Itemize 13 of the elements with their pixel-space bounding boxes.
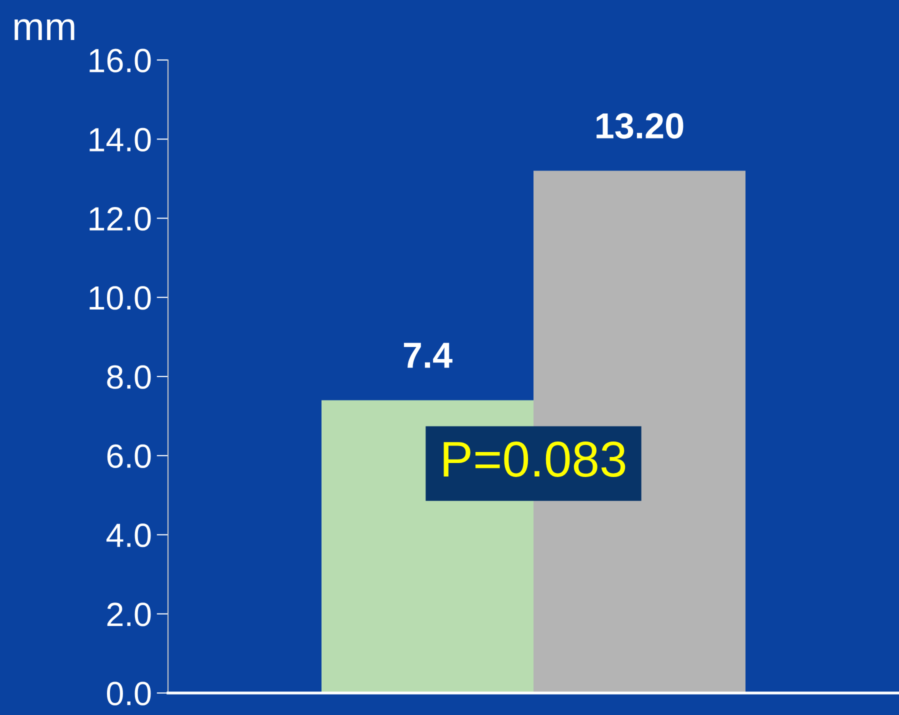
y-tick-label: 10.0 — [90, 286, 151, 310]
data-label: 7.4 — [404, 342, 452, 368]
annotation: P=0.083 — [444, 442, 626, 477]
data-label: 13.20 — [596, 113, 684, 139]
y-tick-label: 12.0 — [90, 207, 151, 231]
y-tick-label: 8.0 — [107, 365, 151, 389]
y-axis-title: mm — [14, 19, 74, 40]
y-tick-label: 16.0 — [90, 48, 151, 72]
y-tick-label: 14.0 — [90, 128, 151, 152]
y-tick-label: 4.0 — [106, 524, 151, 548]
y-tick-label: 6.0 — [107, 444, 151, 468]
y-tick-label: 2.0 — [107, 602, 151, 626]
y-tick-label: 0.0 — [106, 682, 151, 706]
